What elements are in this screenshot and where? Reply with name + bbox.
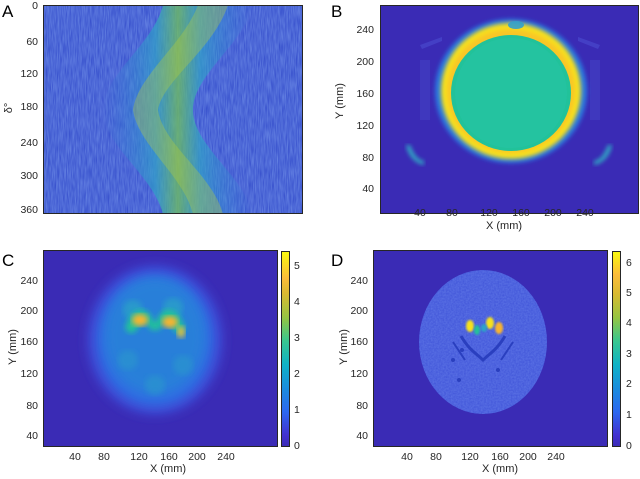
panel-d-ytick: 160 [350,336,368,348]
panel-b-xtick: 160 [512,207,530,219]
panel-b-xtick: 80 [446,207,458,219]
panel-c-cbar-tick: 1 [294,404,300,416]
panel-c-cbar-tick: 4 [294,296,300,308]
reconstruction-svg [373,250,608,447]
panel-d-cbar-tick: 5 [626,287,632,299]
panel-d-cbar-tick: 1 [626,409,632,421]
panel-d-cbar-tick: 3 [626,348,632,360]
panel-b-xtick: 40 [414,207,426,219]
panel-c-xtick: 40 [69,451,81,463]
panel-d-xtick: 240 [547,451,565,463]
panel-c-colorbar-frame [281,251,290,447]
panel-c-xtick: 240 [217,451,235,463]
panel-d-xtick: 80 [430,451,442,463]
panel-d-xtick: 200 [519,451,537,463]
panel-d-cbar-tick: 4 [626,317,632,329]
panel-c-ytick: 80 [26,400,38,412]
panel-c-xtick: 80 [98,451,110,463]
panel-a-ytick: 120 [20,68,38,80]
panel-b-ytick: 80 [362,152,374,164]
panel-d-letter: D [331,251,344,270]
panel-a-ytick: 240 [20,137,38,149]
panel-b-xtick: 200 [544,207,562,219]
panel-d-ytick: 120 [350,368,368,380]
panel-c-xlabel: X (mm) [149,463,187,475]
panel-b-ytick: 40 [362,183,374,195]
panel-a-ytick: 300 [20,170,38,182]
panel-c-cbar-tick: 3 [294,332,300,344]
pet-svg [43,250,278,447]
panel-c-cbar-tick: 0 [294,440,300,452]
panel-b-ytick: 200 [356,56,374,68]
panel-a-ytick: 360 [20,204,38,216]
ct-svg [380,5,639,214]
panel-c-ytick: 240 [20,275,38,287]
panel-d-ytick: 200 [350,305,368,317]
panel-c-xtick: 120 [130,451,148,463]
panel-d-colorbar [612,251,621,447]
panel-c-ytick: 200 [20,305,38,317]
panel-b-ylabel: Y (mm) [334,83,346,119]
panel-b-xtick: 240 [576,207,594,219]
panel-d-reconstruction-image [373,250,608,447]
panel-d-ytick: 80 [356,400,368,412]
panel-b-ytick: 120 [356,120,374,132]
panel-c-xtick: 200 [188,451,206,463]
panel-b-ytick: 160 [356,88,374,100]
panel-b-ytick: 240 [356,24,374,36]
panel-c-cbar-tick: 5 [294,260,300,272]
panel-b-letter: B [331,2,343,21]
panel-d-cbar-tick: 6 [626,257,632,269]
panel-a-ytick: 0 [32,0,38,12]
panel-b-xtick: 120 [480,207,498,219]
panel-d-xlabel: X (mm) [481,463,519,475]
panel-b-ct-image [380,5,639,214]
panel-c-ytick: 160 [20,336,38,348]
panel-d-xtick: 40 [401,451,413,463]
panel-d-colorbar-frame [612,251,621,447]
panel-c-colorbar [281,251,290,447]
panel-c-xtick: 160 [160,451,178,463]
panel-c-cbar-tick: 2 [294,368,300,380]
panel-c-letter: C [2,251,15,270]
panel-d-xtick: 120 [461,451,479,463]
panel-c-ytick: 40 [26,430,38,442]
panel-d-xtick: 160 [491,451,509,463]
panel-a-sinogram-image [43,5,303,214]
panel-b-xlabel: X (mm) [485,220,523,232]
sinogram-svg [43,5,303,214]
panel-d-cbar-tick: 2 [626,378,632,390]
panel-d-ytick: 240 [350,275,368,287]
panel-a-ytick: 180 [20,101,38,113]
panel-a-letter: A [2,2,14,21]
panel-d-ytick: 40 [356,430,368,442]
panel-c-pet-image [43,250,278,447]
panel-a-ytick: 60 [26,36,38,48]
panel-d-cbar-tick: 0 [626,440,632,452]
panel-c-ytick: 120 [20,368,38,380]
